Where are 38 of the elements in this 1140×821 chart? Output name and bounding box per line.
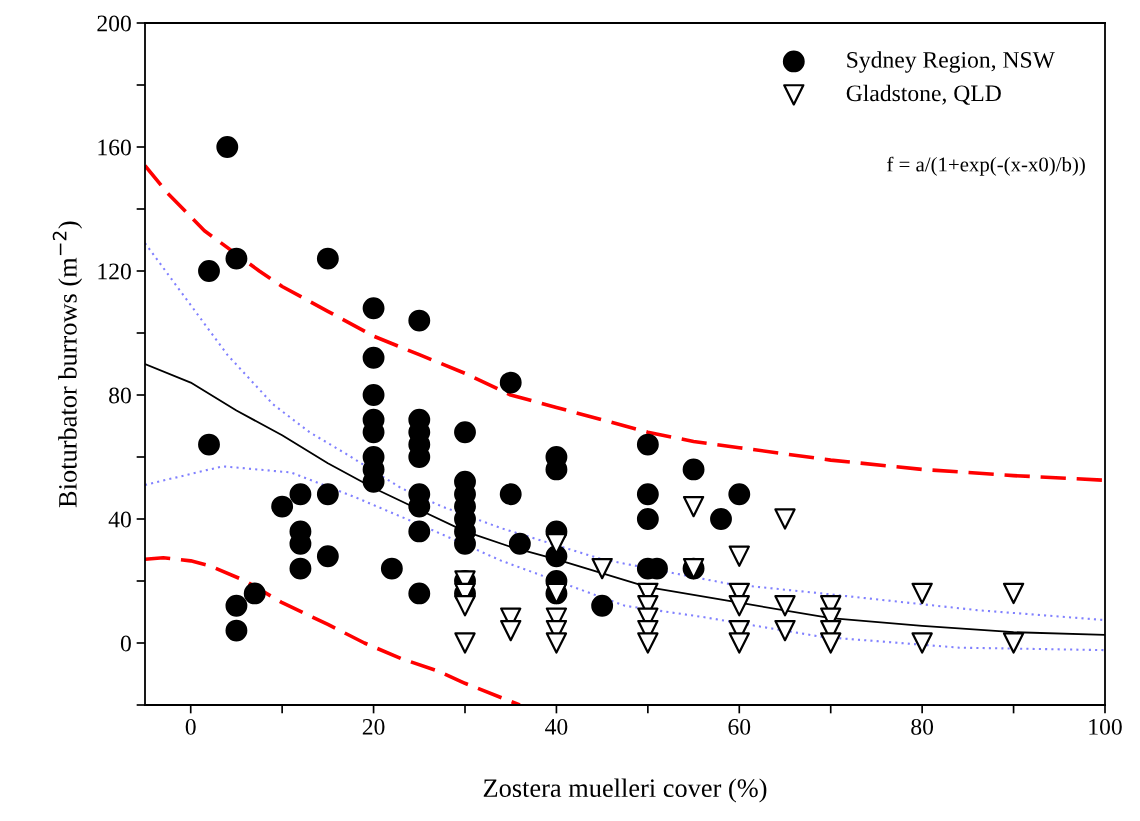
point <box>911 632 933 654</box>
x-tick-label: 60 <box>728 718 751 735</box>
point <box>1002 582 1025 605</box>
x-tick-label: 40 <box>545 718 568 735</box>
x-tick-label: 0 <box>185 718 196 735</box>
point <box>820 632 842 654</box>
y-tick-label: 120 <box>98 263 131 280</box>
point <box>682 495 705 518</box>
legend-label: Gladstone, QLD <box>846 84 1001 105</box>
point <box>637 632 659 654</box>
y-axis-title: Bioturbator burrows (m$^{−2}$) <box>52 221 83 508</box>
point <box>1002 632 1025 654</box>
point <box>728 545 750 567</box>
point <box>591 557 613 580</box>
x-tick-label: 20 <box>362 718 385 735</box>
line-series <box>145 555 522 705</box>
y-tick-label: 40 <box>108 511 131 528</box>
point <box>500 619 522 642</box>
x-axis-title: Zostera muelleri cover (%) <box>483 778 767 803</box>
point <box>545 632 568 654</box>
legend-label: Sydney Region, NSW <box>847 51 1055 73</box>
y-tick-label: 0 <box>120 635 131 652</box>
line-series <box>145 465 1105 652</box>
point <box>774 595 796 617</box>
point <box>454 632 476 654</box>
point <box>454 595 476 617</box>
line-series <box>145 242 1105 622</box>
annotation: f = a/(1+exp(-(x-x0)/b)) <box>887 156 1085 176</box>
y-tick-label: 160 <box>98 139 131 156</box>
point <box>728 595 750 617</box>
point <box>774 508 796 530</box>
x-tick-label: 100 <box>1089 718 1122 735</box>
y-tick-label: 200 <box>97 15 131 32</box>
point <box>774 619 796 642</box>
x-tick-label: 80 <box>911 718 934 735</box>
point <box>728 632 750 654</box>
y-tick-label: 80 <box>109 387 131 404</box>
point <box>911 582 933 605</box>
